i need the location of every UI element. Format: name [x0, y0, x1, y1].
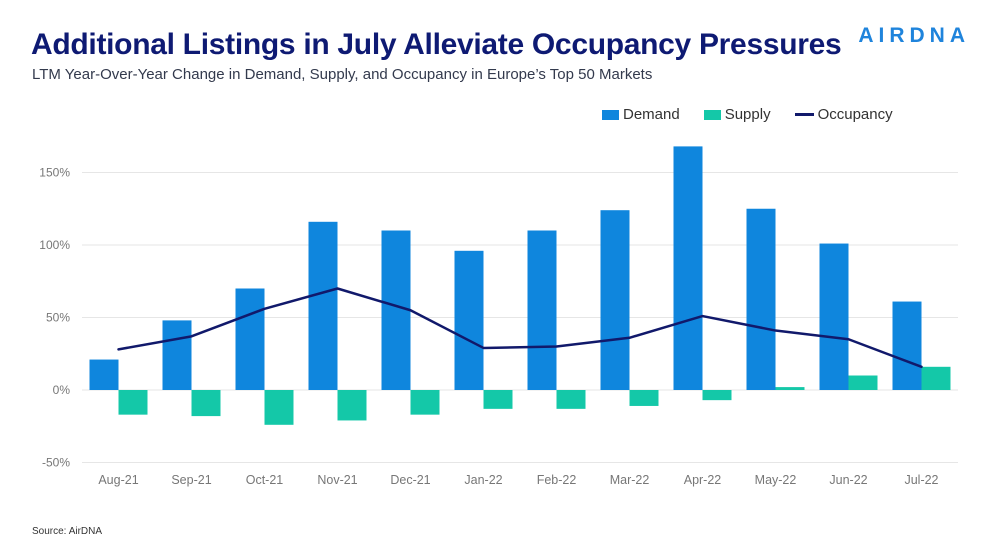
chart-legend: Demand Supply Occupancy	[602, 106, 893, 123]
source-note: Source: AirDNA	[32, 526, 103, 537]
x-tick-label: May-22	[755, 473, 797, 487]
supply-bar	[264, 390, 294, 425]
legend-label-demand: Demand	[623, 106, 680, 123]
x-tick-label: Apr-22	[684, 473, 722, 487]
legend-item-demand: Demand	[602, 106, 680, 123]
chart-subtitle: LTM Year-Over-Year Change in Demand, Sup…	[32, 66, 653, 83]
legend-item-occupancy: Occupancy	[794, 106, 893, 123]
legend-label-occupancy: Occupancy	[817, 106, 893, 123]
demand-bar	[819, 243, 849, 390]
supply-bar	[118, 390, 148, 415]
x-tick-label: Dec-21	[390, 473, 430, 487]
demand-bar	[527, 230, 557, 390]
demand-bar	[235, 288, 265, 390]
legend-label-supply: Supply	[724, 106, 771, 123]
demand-bar	[308, 221, 338, 390]
supply-bar	[191, 390, 221, 417]
demand-bar	[673, 146, 703, 390]
supply-bar	[483, 390, 513, 409]
x-tick-label: Aug-21	[98, 473, 138, 487]
supply-bar	[337, 390, 367, 421]
chart-title: Additional Listings in July Alleviate Oc…	[31, 28, 842, 61]
supply-bar	[775, 387, 805, 390]
x-tick-label: Jan-22	[464, 473, 502, 487]
x-tick-label: Mar-22	[610, 473, 650, 487]
demand-bar	[892, 301, 922, 390]
x-tick-label: Jul-22	[904, 473, 938, 487]
legend-swatch-supply	[703, 109, 721, 120]
demand-bar	[454, 250, 484, 390]
demand-bar	[600, 210, 630, 390]
y-tick-label: -50%	[42, 456, 70, 470]
supply-bar	[556, 390, 586, 409]
y-tick-label: 0%	[53, 383, 71, 397]
demand-bar	[162, 320, 192, 390]
demand-bar	[381, 230, 411, 390]
x-tick-label: Oct-21	[246, 473, 284, 487]
legend-swatch-demand	[602, 109, 619, 120]
supply-bar	[921, 366, 951, 390]
y-tick-label: 50%	[46, 311, 70, 325]
x-tick-label: Jun-22	[829, 473, 867, 487]
demand-bar	[746, 208, 776, 390]
supply-bar	[410, 390, 440, 415]
airdna-logo: AIRDNA	[858, 24, 970, 47]
x-tick-label: Nov-21	[317, 473, 357, 487]
supply-bar	[702, 390, 732, 401]
y-tick-label: 150%	[39, 166, 70, 180]
legend-swatch-occupancy	[794, 113, 814, 116]
supply-bar	[629, 390, 659, 406]
demand-bar	[89, 359, 119, 390]
x-tick-label: Sep-21	[171, 473, 211, 487]
supply-bar	[848, 375, 878, 390]
x-tick-label: Feb-22	[537, 473, 577, 487]
legend-item-supply: Supply	[703, 106, 771, 123]
occupancy-line	[117, 287, 923, 369]
y-tick-label: 100%	[39, 238, 70, 252]
